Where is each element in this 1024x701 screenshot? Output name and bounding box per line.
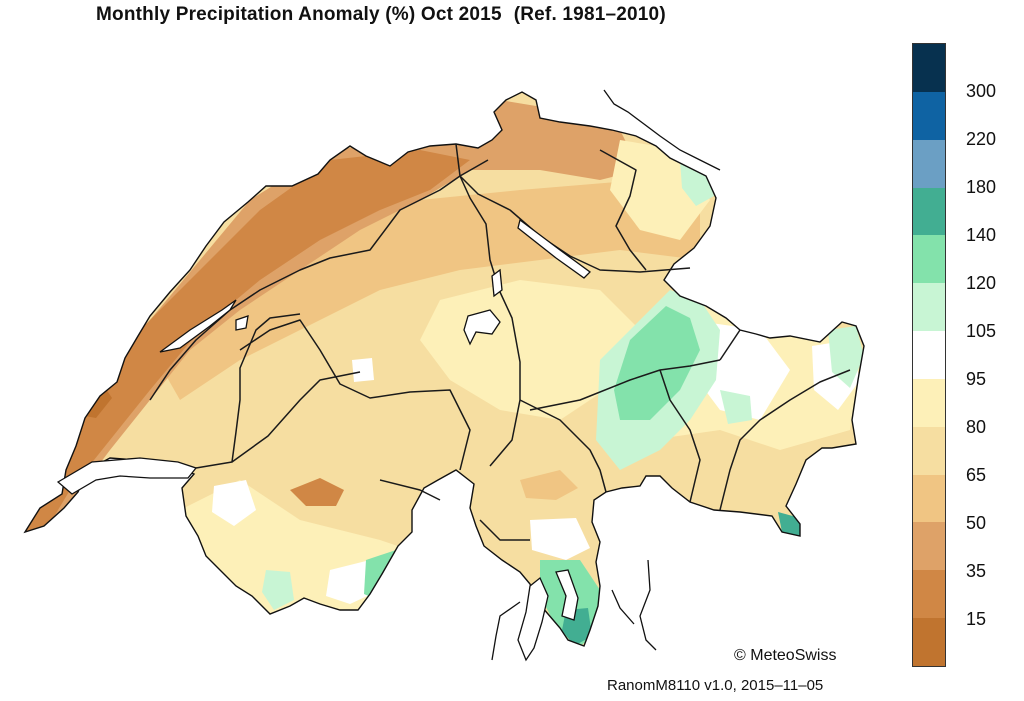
legend-swatch-10 <box>913 522 945 571</box>
legend-label-80: 80 <box>966 417 987 437</box>
legend-label-35: 35 <box>966 561 987 581</box>
lakes <box>56 218 591 662</box>
legend-label-180: 180 <box>966 177 997 197</box>
legend-swatch-6 <box>913 331 945 379</box>
legend-label-105: 105 <box>966 321 997 341</box>
color-scale-legend <box>912 43 946 667</box>
lake-zurich-icon <box>517 218 591 279</box>
anomaly-fields <box>25 92 864 646</box>
external-shorelines <box>491 89 721 661</box>
lake-biel-icon <box>235 315 249 331</box>
legend-swatch-1 <box>913 91 945 140</box>
title-main: Monthly Precipitation Anomaly (%) Oct 20… <box>96 4 502 25</box>
legend-swatch-5 <box>913 283 945 332</box>
legend-label-65: 65 <box>966 465 987 485</box>
legend-label-95: 95 <box>966 369 987 389</box>
legend-label-50: 50 <box>966 513 987 533</box>
lake-lugano-icon <box>555 569 579 621</box>
legend-swatch-8 <box>913 426 945 475</box>
legend-swatch-4 <box>913 235 945 284</box>
map-title: Monthly Precipitation Anomaly (%) Oct 20… <box>96 4 666 26</box>
legend-label-220: 220 <box>966 129 997 149</box>
legend-swatch-0 <box>913 44 945 92</box>
legend-label-300: 300 <box>966 81 997 101</box>
legend-label-15: 15 <box>966 609 987 629</box>
legend-swatch-9 <box>913 474 945 523</box>
lake-geneva-icon <box>56 457 198 495</box>
lake-lucerne-icon <box>463 309 501 346</box>
legend-swatch-11 <box>913 570 945 619</box>
title-reference: (Ref. 1981–2010) <box>513 4 666 25</box>
legend-label-140: 140 <box>966 225 997 245</box>
regional-boundaries <box>149 143 851 541</box>
legend-swatch-3 <box>913 187 945 236</box>
legend-swatch-7 <box>913 378 945 427</box>
legend-swatch-12 <box>913 618 945 666</box>
lake-maggiore-icon <box>517 576 549 662</box>
legend-swatch-2 <box>913 139 945 188</box>
lake-zug-icon <box>491 268 503 298</box>
lake-neuchatel-icon <box>159 299 237 353</box>
copyright-text: © MeteoSwiss <box>734 647 837 664</box>
legend-label-120: 120 <box>966 273 997 293</box>
version-text: RanomM8110 v1.0, 2015–11–05 <box>607 677 824 694</box>
